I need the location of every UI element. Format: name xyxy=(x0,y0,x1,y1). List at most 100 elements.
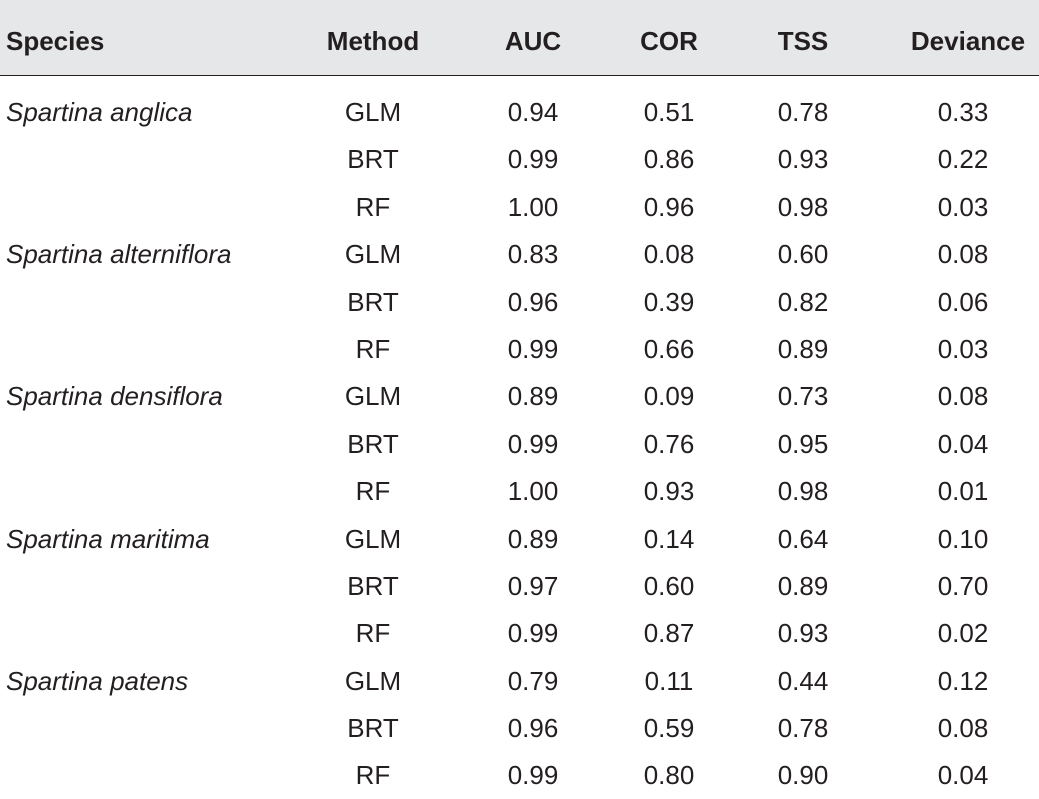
cell-method: RF xyxy=(355,334,391,364)
cell-auc: 0.89 xyxy=(507,381,559,411)
table-row: BRT 0.96 0.39 0.82 0.06 xyxy=(0,279,1039,326)
cell-method: RF xyxy=(355,476,391,506)
header-deviance: Deviance xyxy=(910,26,1026,56)
cell-method: BRT xyxy=(347,144,399,174)
cell-deviance: 0.03 xyxy=(937,192,989,222)
cell-tss: 0.93 xyxy=(777,618,829,648)
cell-method: GLM xyxy=(344,381,402,411)
table-row: RF 0.99 0.87 0.93 0.02 xyxy=(0,610,1039,657)
cell-auc: 0.83 xyxy=(507,239,559,269)
cell-tss: 0.90 xyxy=(777,760,829,790)
cell-auc: 0.99 xyxy=(507,334,559,364)
cell-auc: 0.79 xyxy=(507,666,559,696)
cell-tss: 0.44 xyxy=(777,666,829,696)
cell-deviance: 0.22 xyxy=(937,144,989,174)
cell-species: Spartina anglica xyxy=(6,97,193,127)
cell-auc: 0.99 xyxy=(507,144,559,174)
cell-method: RF xyxy=(355,192,391,222)
cell-tss: 0.78 xyxy=(777,713,829,743)
table-row: BRT 0.99 0.86 0.93 0.22 xyxy=(0,136,1039,183)
cell-deviance: 0.12 xyxy=(937,666,989,696)
cell-cor: 0.59 xyxy=(643,713,695,743)
cell-cor: 0.14 xyxy=(643,524,695,554)
cell-auc: 0.96 xyxy=(507,287,559,317)
cell-auc: 0.99 xyxy=(507,618,559,648)
cell-deviance: 0.06 xyxy=(937,287,989,317)
cell-auc: 0.94 xyxy=(507,97,559,127)
cell-deviance: 0.04 xyxy=(937,760,989,790)
cell-tss: 0.78 xyxy=(777,97,829,127)
table-row: RF 0.99 0.66 0.89 0.03 xyxy=(0,326,1039,373)
cell-auc: 0.89 xyxy=(507,524,559,554)
table-row: Spartina patens GLM 0.79 0.11 0.44 0.12 xyxy=(0,658,1039,705)
cell-cor: 0.86 xyxy=(643,144,695,174)
cell-deviance: 0.70 xyxy=(937,571,989,601)
cell-cor: 0.08 xyxy=(643,239,695,269)
cell-cor: 0.11 xyxy=(644,666,694,696)
cell-deviance: 0.02 xyxy=(937,618,989,648)
cell-auc: 0.97 xyxy=(507,571,559,601)
cell-method: GLM xyxy=(344,524,402,554)
table-row: BRT 0.96 0.59 0.78 0.08 xyxy=(0,705,1039,752)
cell-auc: 0.99 xyxy=(507,760,559,790)
cell-cor: 0.87 xyxy=(643,618,695,648)
table-row: Spartina maritima GLM 0.89 0.14 0.64 0.1… xyxy=(0,516,1039,563)
cell-cor: 0.96 xyxy=(643,192,695,222)
table-row: RF 0.99 0.80 0.90 0.04 xyxy=(0,752,1039,799)
cell-tss: 0.89 xyxy=(777,571,829,601)
table-row: Spartina densiflora GLM 0.89 0.09 0.73 0… xyxy=(0,373,1039,420)
table-row: Spartina alterniflora GLM 0.83 0.08 0.60… xyxy=(0,231,1039,278)
table-row: Spartina anglica GLM 0.94 0.51 0.78 0.33 xyxy=(0,89,1039,136)
cell-species: Spartina densiflora xyxy=(6,381,223,411)
cell-deviance: 0.08 xyxy=(937,713,989,743)
table-row: RF 1.00 0.96 0.98 0.03 xyxy=(0,184,1039,231)
cell-method: BRT xyxy=(347,429,399,459)
table-row: BRT 0.99 0.76 0.95 0.04 xyxy=(0,421,1039,468)
header-species: Species xyxy=(6,26,105,56)
cell-tss: 0.95 xyxy=(777,429,829,459)
cell-deviance: 0.08 xyxy=(937,381,989,411)
cell-deviance: 0.03 xyxy=(937,334,989,364)
cell-cor: 0.51 xyxy=(643,97,695,127)
header-method: Method xyxy=(326,26,420,56)
cell-cor: 0.93 xyxy=(643,476,695,506)
cell-cor: 0.60 xyxy=(643,571,695,601)
cell-tss: 0.60 xyxy=(777,239,829,269)
cell-cor: 0.66 xyxy=(643,334,695,364)
cell-deviance: 0.04 xyxy=(937,429,989,459)
cell-auc: 0.99 xyxy=(507,429,559,459)
cell-species: Spartina alterniflora xyxy=(6,239,232,269)
cell-tss: 0.93 xyxy=(777,144,829,174)
cell-cor: 0.80 xyxy=(643,760,695,790)
cell-method: GLM xyxy=(344,97,402,127)
table-header: Species Method AUC COR TSS Deviance xyxy=(0,0,1039,76)
cell-species: Spartina patens xyxy=(6,666,189,696)
cell-species: Spartina maritima xyxy=(6,524,210,554)
header-tss: TSS xyxy=(777,26,829,56)
cell-tss: 0.82 xyxy=(777,287,829,317)
table-row: BRT 0.97 0.60 0.89 0.70 xyxy=(0,563,1039,610)
cell-deviance: 0.33 xyxy=(937,97,989,127)
cell-method: RF xyxy=(355,760,391,790)
cell-method: GLM xyxy=(344,239,402,269)
cell-cor: 0.09 xyxy=(643,381,695,411)
cell-deviance: 0.01 xyxy=(937,476,989,506)
table-row: RF 1.00 0.93 0.98 0.01 xyxy=(0,468,1039,515)
cell-method: BRT xyxy=(347,571,399,601)
header-auc: AUC xyxy=(504,26,562,56)
cell-method: BRT xyxy=(347,713,399,743)
cell-tss: 0.64 xyxy=(777,524,829,554)
cell-method: BRT xyxy=(347,287,399,317)
cell-cor: 0.76 xyxy=(643,429,695,459)
cell-auc: 0.96 xyxy=(507,713,559,743)
cell-auc: 1.00 xyxy=(507,476,559,506)
cell-deviance: 0.10 xyxy=(937,524,989,554)
cell-tss: 0.98 xyxy=(777,476,829,506)
cell-tss: 0.98 xyxy=(777,192,829,222)
cell-auc: 1.00 xyxy=(507,192,559,222)
cell-cor: 0.39 xyxy=(643,287,695,317)
cell-method: GLM xyxy=(344,666,402,696)
header-cor: COR xyxy=(640,26,698,56)
cell-tss: 0.89 xyxy=(777,334,829,364)
